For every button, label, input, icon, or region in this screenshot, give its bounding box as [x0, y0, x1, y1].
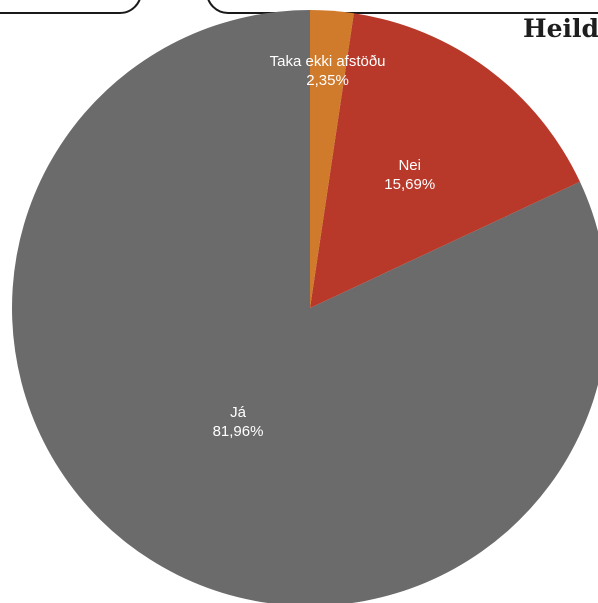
slice-label-0: Já [230, 404, 247, 421]
slice-label-2: Taka ekki afstöðu [270, 53, 386, 70]
chart-title: Heild [523, 14, 598, 43]
pie-slice-2 [310, 10, 354, 308]
pie-slice-0 [12, 10, 598, 603]
slice-value-0: 81,96% [213, 423, 264, 440]
slice-value-2: 2,35% [306, 72, 349, 89]
slice-value-1: 15,69% [384, 176, 435, 193]
pie-slice-1 [310, 13, 580, 309]
pie-slices [12, 10, 598, 603]
slice-label-1: Nei [398, 157, 421, 174]
pie-labels: Já 81,96% Nei 15,69% Taka ekki afstöðu 2,35% [213, 53, 436, 440]
